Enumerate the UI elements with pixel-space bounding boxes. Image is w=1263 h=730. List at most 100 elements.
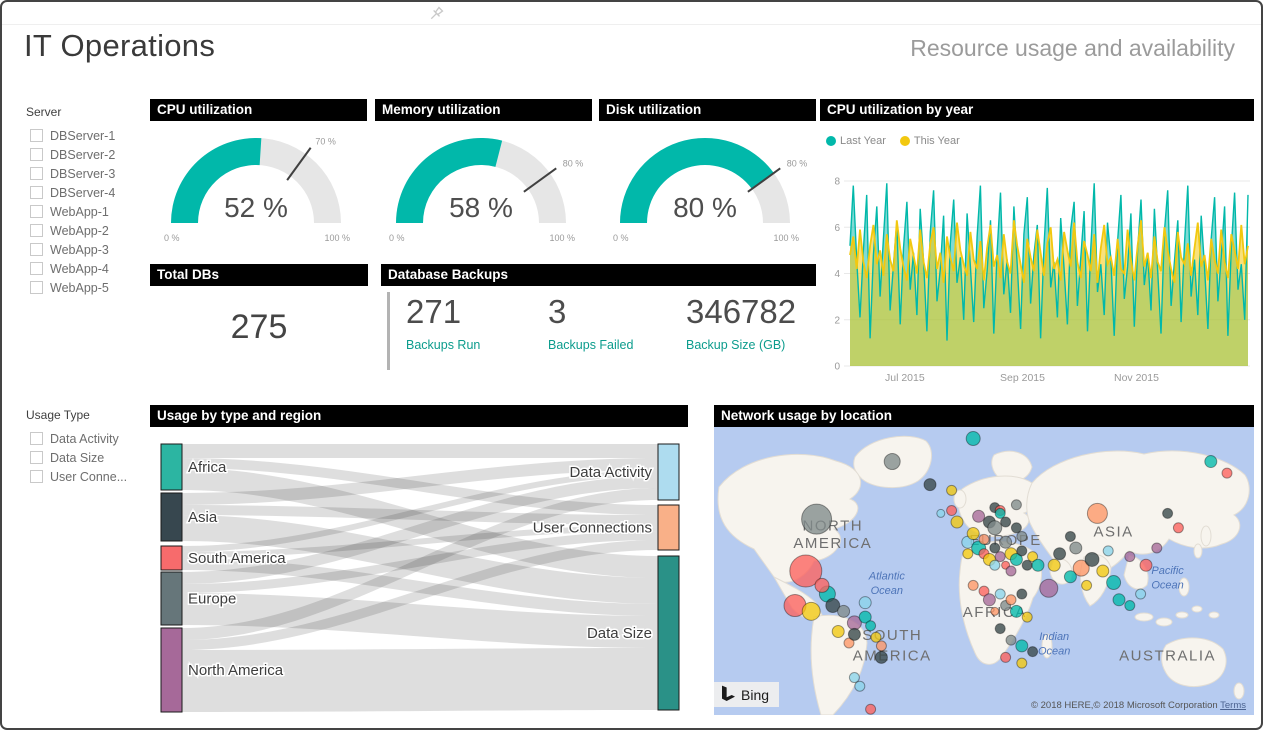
map-bubble[interactable] <box>865 703 877 715</box>
map-bubble[interactable] <box>1172 522 1184 534</box>
map-bubble[interactable] <box>990 606 1000 616</box>
map-bubble[interactable] <box>801 503 833 535</box>
map-bubble[interactable] <box>972 509 986 523</box>
map-bubble[interactable] <box>870 631 882 643</box>
map-bubble[interactable] <box>1047 558 1061 572</box>
map-bubble[interactable] <box>1063 570 1077 584</box>
map-bubble[interactable] <box>1001 560 1011 570</box>
bing-logo[interactable]: Bing <box>714 682 780 707</box>
sankey-link[interactable] <box>182 540 658 650</box>
sankey-link[interactable] <box>182 515 658 604</box>
sankey-link[interactable] <box>182 525 658 558</box>
map-bubble[interactable] <box>1016 657 1028 669</box>
map-bubble[interactable] <box>1009 552 1023 566</box>
map-bubble[interactable] <box>1064 530 1076 542</box>
map-bubble[interactable] <box>1021 611 1033 623</box>
map-bubble[interactable] <box>994 507 1006 519</box>
network-map[interactable]: NORTHAMERICASOUTHAMERICAEUROPEAFRICAASIA… <box>714 427 1254 715</box>
this-year-line[interactable] <box>849 220 1249 284</box>
map-bubble[interactable] <box>978 533 990 545</box>
filter-option-webapp-4[interactable]: WebApp-4 <box>26 259 154 278</box>
checkbox-icon[interactable] <box>30 224 43 237</box>
map-bubble[interactable] <box>936 508 946 518</box>
map-bubble[interactable] <box>865 620 877 632</box>
map-bubble[interactable] <box>831 624 845 638</box>
map-bubble[interactable] <box>987 520 1003 536</box>
map-bubble[interactable] <box>1124 600 1136 612</box>
checkbox-icon[interactable] <box>30 186 43 199</box>
map-bubble[interactable] <box>1084 551 1100 567</box>
filter-option-webapp-2[interactable]: WebApp-2 <box>26 221 154 240</box>
map-bubble[interactable] <box>1005 594 1017 606</box>
sankey-link[interactable] <box>182 505 658 525</box>
filter-option-dbserver-2[interactable]: DBServer-2 <box>26 145 154 164</box>
sankey-link[interactable] <box>182 468 658 578</box>
sankey-link[interactable] <box>182 531 658 593</box>
filter-option-user-conne-[interactable]: User Conne... <box>26 467 154 486</box>
map-bubble[interactable] <box>946 505 958 517</box>
map-bubble[interactable] <box>1016 588 1028 600</box>
map-bubble[interactable] <box>801 601 821 621</box>
map-bubble[interactable] <box>1005 634 1017 646</box>
map-bubble[interactable] <box>1204 455 1218 469</box>
map-bubble[interactable] <box>966 527 980 541</box>
map-bubble[interactable] <box>923 478 937 492</box>
map-bubble[interactable] <box>999 535 1013 549</box>
map-bubble[interactable] <box>1086 502 1108 524</box>
map-bubble[interactable] <box>1053 547 1067 561</box>
map-bubble[interactable] <box>1016 530 1028 542</box>
map-bubble[interactable] <box>967 579 979 591</box>
map-bubble[interactable] <box>1096 564 1110 578</box>
map-bubble[interactable] <box>858 596 872 610</box>
map-bubble[interactable] <box>848 672 860 684</box>
map-bubble[interactable] <box>1221 467 1233 479</box>
filter-option-data-size[interactable]: Data Size <box>26 448 154 467</box>
map-bubble[interactable] <box>858 610 872 624</box>
map-bubble[interactable] <box>982 593 996 607</box>
map-bubble[interactable] <box>1005 565 1017 577</box>
map-bubble[interactable] <box>1000 516 1012 528</box>
map-bubble[interactable] <box>837 604 851 618</box>
map-bubble[interactable] <box>1027 551 1039 563</box>
map-bubble[interactable] <box>1102 545 1114 557</box>
map-terms-link[interactable]: Terms <box>1220 700 1246 711</box>
map-bubble[interactable] <box>789 554 823 588</box>
map-bubble[interactable] <box>1162 507 1174 519</box>
filter-option-dbserver-1[interactable]: DBServer-1 <box>26 126 154 145</box>
map-bubble[interactable] <box>1031 558 1045 572</box>
filter-option-dbserver-4[interactable]: DBServer-4 <box>26 183 154 202</box>
map-bubble[interactable] <box>961 535 975 549</box>
map-bubble[interactable] <box>825 598 841 614</box>
filter-option-data-activity[interactable]: Data Activity <box>26 429 154 448</box>
map-bubble[interactable] <box>1010 499 1022 511</box>
map-bubble[interactable] <box>994 623 1006 635</box>
sankey-link[interactable] <box>182 458 658 505</box>
map-bubble[interactable] <box>989 559 1001 571</box>
sankey-link[interactable] <box>182 648 658 712</box>
sankey-node-south-america[interactable] <box>160 545 183 571</box>
map-bubble[interactable] <box>1009 604 1023 618</box>
sankey-node-asia[interactable] <box>160 492 183 542</box>
map-bubble[interactable] <box>1027 646 1039 658</box>
sankey-link[interactable] <box>182 593 658 648</box>
sankey-node-europe[interactable] <box>160 571 183 626</box>
checkbox-icon[interactable] <box>30 262 43 275</box>
checkbox-icon[interactable] <box>30 470 43 483</box>
sankey-node-north-america[interactable] <box>160 627 183 713</box>
filter-option-webapp-3[interactable]: WebApp-3 <box>26 240 154 259</box>
map-bubble[interactable] <box>994 588 1006 600</box>
map-bubble[interactable] <box>874 650 888 664</box>
sankey-link[interactable] <box>182 476 658 584</box>
legend-this-year[interactable]: This Year <box>899 135 960 147</box>
map-bubble[interactable] <box>847 627 861 641</box>
map-bubble[interactable] <box>854 680 866 692</box>
sankey-link[interactable] <box>182 458 658 515</box>
checkbox-icon[interactable] <box>30 129 43 142</box>
map-bubble[interactable] <box>1135 588 1147 600</box>
map-bubble[interactable] <box>1106 575 1122 591</box>
sankey-link[interactable] <box>182 488 658 640</box>
checkbox-icon[interactable] <box>30 243 43 256</box>
filter-option-webapp-5[interactable]: WebApp-5 <box>26 278 154 297</box>
map-bubble[interactable] <box>965 431 981 447</box>
map-bubble[interactable] <box>994 551 1006 563</box>
